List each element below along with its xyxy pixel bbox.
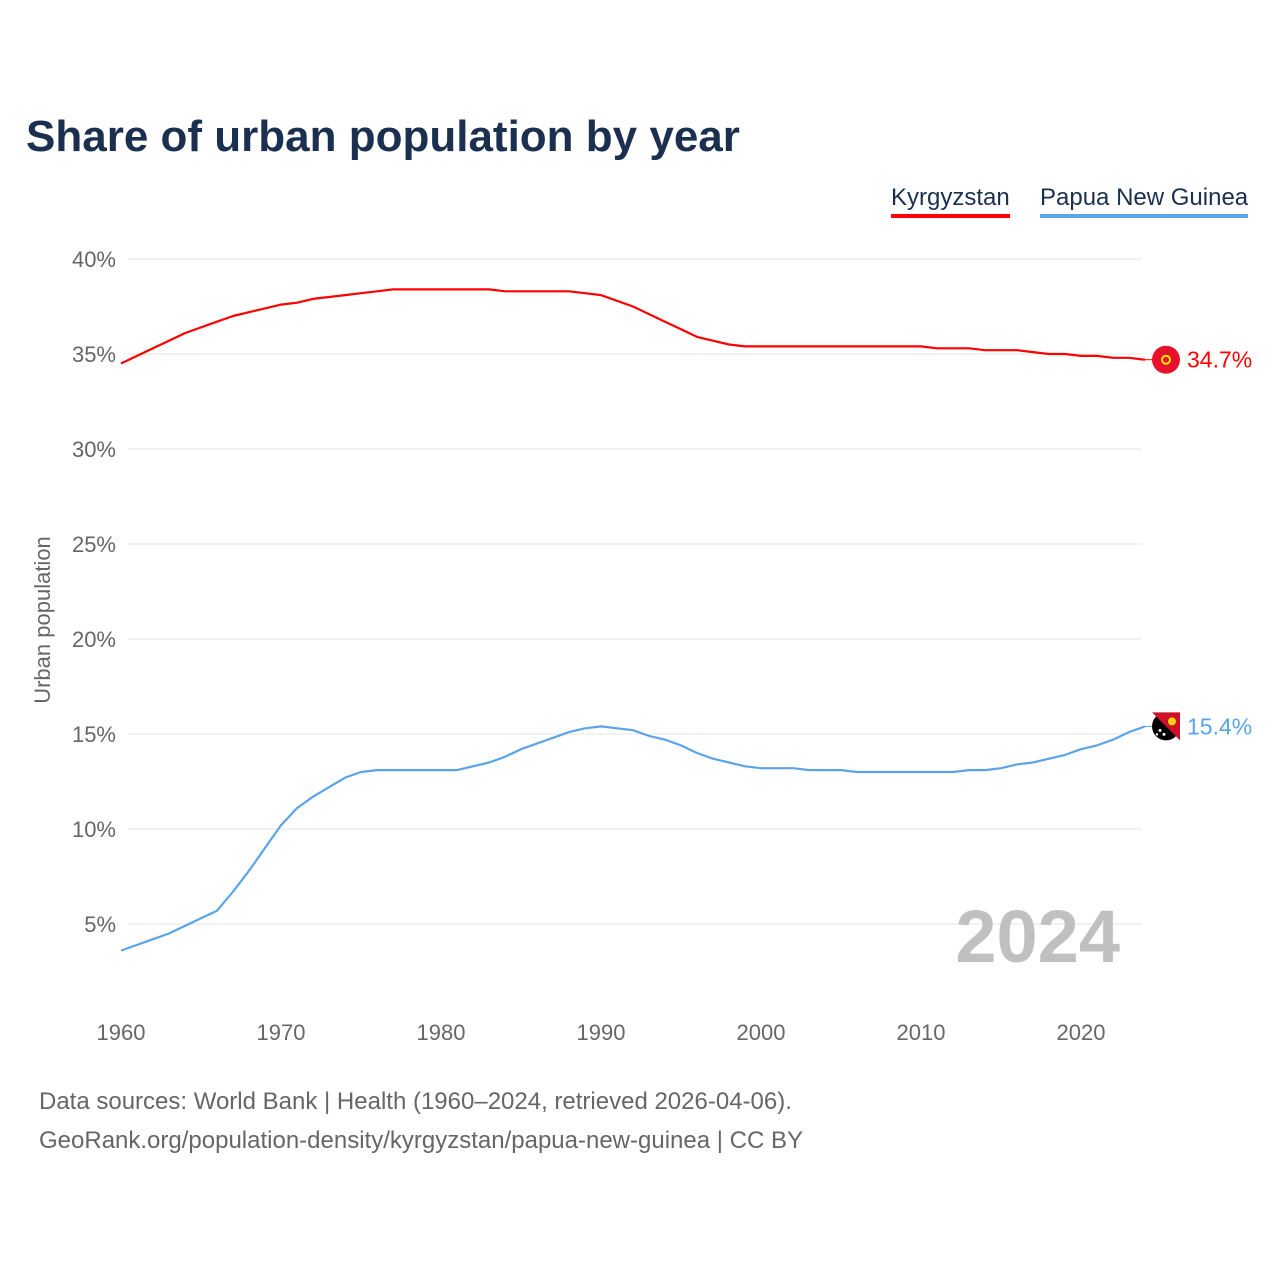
x-tick-label: 1970 <box>257 1020 306 1045</box>
papua-new-guinea-flag-icon <box>1152 712 1180 741</box>
footer-sources: Data sources: World Bank | Health (1960–… <box>39 1088 792 1115</box>
y-tick-label: 30% <box>72 437 116 462</box>
end-value-label: 15.4% <box>1187 713 1252 739</box>
footer-link[interactable]: GeoRank.org/population-density/kyrgyzsta… <box>39 1127 803 1154</box>
x-tick-label: 2000 <box>737 1020 786 1045</box>
x-tick-label: 2020 <box>1057 1020 1106 1045</box>
year-watermark: 2024 <box>955 895 1120 978</box>
x-tick-label: 1980 <box>417 1020 466 1045</box>
y-tick-label: 5% <box>84 912 116 937</box>
kyrgyzstan-flag-icon <box>1152 345 1180 374</box>
y-tick-label: 15% <box>72 722 116 747</box>
x-tick-label: 1960 <box>97 1020 146 1045</box>
legend-item-papua-new-guinea[interactable]: Papua New Guinea <box>1040 184 1249 218</box>
y-tick-label: 25% <box>72 532 116 557</box>
series-line-kyrgyzstan <box>120 288 1146 365</box>
y-tick-label: 20% <box>72 627 116 652</box>
y-axis-label: Urban population <box>30 536 55 704</box>
x-tick-label: 2010 <box>897 1020 946 1045</box>
chart-title: Share of urban population by year <box>26 112 740 161</box>
end-value-label: 34.7% <box>1187 347 1252 373</box>
series-line-papua-new-guinea <box>120 725 1146 952</box>
y-tick-label: 40% <box>72 247 116 272</box>
y-tick-label: 10% <box>72 817 116 842</box>
legend-item-kyrgyzstan[interactable]: Kyrgyzstan <box>891 184 1010 218</box>
x-tick-label: 1990 <box>577 1020 626 1045</box>
y-tick-label: 35% <box>72 342 116 367</box>
